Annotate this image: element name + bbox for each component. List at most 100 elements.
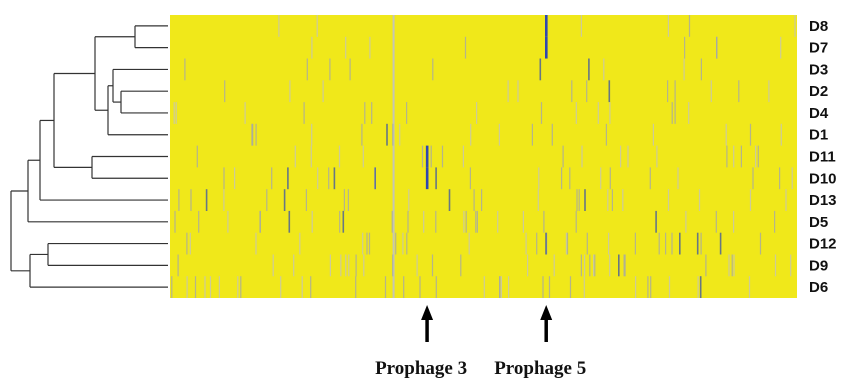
variant-stripe — [355, 276, 357, 298]
variant-stripe — [305, 189, 307, 211]
variant-stripe — [278, 15, 280, 37]
variant-stripe — [416, 254, 418, 277]
arrow-head — [540, 305, 553, 320]
variant-stripe — [497, 210, 499, 233]
variant-stripe — [431, 254, 434, 277]
variant-stripe — [310, 276, 312, 298]
variant-stripe — [705, 254, 707, 277]
variant-stripe — [175, 102, 177, 124]
variant-stripe — [419, 276, 421, 298]
variant-stripe — [338, 145, 341, 168]
variant-stripe — [384, 276, 387, 298]
variant-stripe — [174, 210, 176, 233]
variant-stripe — [594, 254, 596, 277]
variant-stripe — [584, 189, 586, 211]
variant-stripe — [339, 210, 341, 233]
heatmap-background — [170, 15, 797, 298]
variant-stripe — [580, 15, 582, 37]
variant-stripe — [391, 210, 393, 233]
variant-stripe — [780, 123, 782, 146]
variant-stripe — [623, 254, 625, 277]
variant-stripe — [483, 276, 485, 298]
variant-stripe — [301, 276, 303, 298]
variant-stripe — [462, 145, 464, 168]
row-label: D9 — [809, 257, 828, 274]
variant-stripe — [355, 254, 357, 277]
variant-stripe — [759, 232, 762, 255]
variant-stripe — [566, 232, 569, 255]
variant-stripe — [310, 145, 312, 168]
variant-stripe — [538, 167, 540, 190]
variant-stripe — [266, 189, 268, 211]
variant-stripe — [738, 80, 740, 103]
variant-stripe — [539, 58, 542, 81]
variant-stripe — [481, 189, 483, 211]
variant-stripe — [674, 102, 676, 124]
variant-stripe — [667, 15, 669, 37]
variant-stripe — [597, 102, 599, 124]
variant-stripe — [303, 102, 305, 124]
variant-stripe — [719, 232, 722, 255]
variant-stripe — [733, 210, 735, 233]
row-labels: D8 D7 D3 D2 D4 D1 D11 D10 D13 D5 D12 D9 D6 — [809, 18, 837, 296]
variant-stripe — [650, 276, 652, 298]
variant-stripe — [551, 123, 553, 146]
variant-stripe — [306, 58, 308, 81]
variant-stripe — [583, 276, 585, 298]
variant-stripe — [293, 254, 295, 277]
variant-stripe — [204, 276, 206, 298]
variant-stripe — [476, 102, 478, 124]
variant-stripe — [464, 36, 467, 59]
row-label: D10 — [809, 170, 837, 187]
variant-stripe — [234, 167, 236, 190]
variant-stripe — [329, 254, 331, 277]
variant-stripe — [255, 123, 257, 146]
variant-stripe — [679, 232, 681, 255]
variant-stripe — [259, 210, 261, 233]
variant-stripe — [363, 254, 365, 277]
variant-stripe — [525, 232, 527, 255]
variant-stripe — [237, 276, 239, 298]
variant-stripe — [294, 145, 296, 168]
variant-stripe — [665, 232, 667, 255]
variant-stripe — [198, 210, 200, 233]
dendrogram — [10, 25, 168, 288]
variant-stripe — [757, 145, 759, 168]
variant-stripe — [218, 276, 220, 298]
variant-stripe — [774, 254, 777, 277]
variant-stripe — [288, 210, 291, 233]
variant-stripe — [189, 232, 191, 255]
variant-stripe — [725, 123, 727, 146]
variant-stripe — [609, 167, 611, 190]
arrow-head — [421, 305, 434, 320]
variant-stripe — [584, 254, 586, 277]
variant-stripe — [715, 210, 717, 233]
variant-stripe — [571, 80, 573, 103]
variant-stripe — [726, 145, 728, 168]
variant-stripe — [287, 167, 289, 190]
variant-stripe — [448, 189, 451, 211]
highlight-cell — [545, 36, 548, 59]
variant-stripe — [374, 167, 376, 190]
variant-stripe — [634, 232, 636, 255]
variant-stripe — [527, 254, 529, 277]
variant-stripe — [178, 189, 180, 211]
variant-stripe — [611, 189, 613, 211]
variant-stripe — [609, 102, 611, 124]
variant-stripe — [432, 58, 434, 81]
variant-stripe — [700, 232, 702, 255]
variant-stripe — [205, 189, 208, 211]
row-label: D3 — [809, 61, 828, 78]
variant-stripe — [668, 276, 671, 298]
variant-stripe — [684, 36, 686, 59]
variant-stripe — [543, 210, 545, 233]
variant-stripe — [685, 210, 687, 233]
variant-stripe — [289, 80, 291, 103]
row-label: D4 — [809, 105, 829, 122]
variant-stripe — [649, 167, 651, 190]
variant-stripe — [622, 189, 624, 211]
variant-stripe — [677, 167, 679, 190]
variant-stripe — [768, 80, 770, 103]
variant-stripe — [536, 232, 538, 255]
